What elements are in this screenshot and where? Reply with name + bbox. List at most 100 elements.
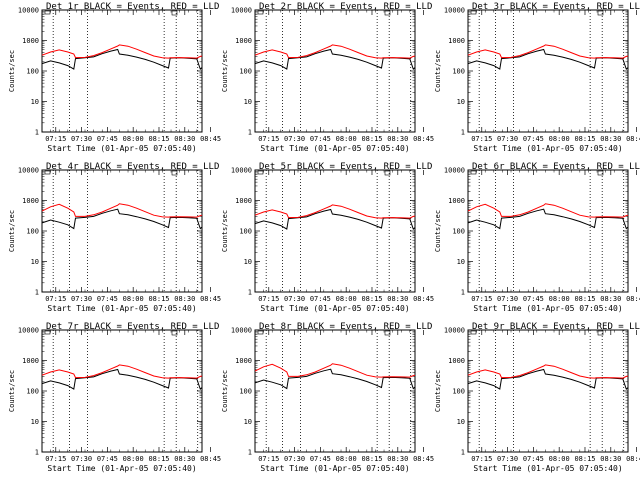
x-tick-label: 08:15	[361, 455, 382, 463]
y-tick-label: 1000	[235, 357, 252, 365]
x-tick-label: 08:00	[336, 455, 357, 463]
detector-panel-2: Det 2r BLACK = Events, RED = LLD 1 10 100 10…	[221, 2, 434, 153]
events-series-line	[254, 48, 416, 70]
x-axis-label: Start Time (01-Apr-05 07:05:40)	[473, 304, 622, 313]
panel-title: Det 6r BLACK = Events, RED = LLD	[472, 162, 640, 172]
title-marker-box	[597, 170, 604, 176]
lld-series-line	[467, 364, 629, 379]
y-tick-label: 10000	[18, 7, 39, 15]
x-tick-label: 08:45	[413, 135, 434, 143]
x-tick-label: 08:45	[413, 295, 434, 303]
x-tick-label: 08:00	[549, 135, 570, 143]
title-marker-box	[384, 10, 391, 16]
y-axis-label: Counts/sec	[221, 210, 229, 252]
y-axis-label: Counts/sec	[221, 50, 229, 92]
y-axis-label: Counts/sec	[434, 210, 442, 252]
x-tick-label: 07:30	[284, 455, 305, 463]
y-tick-label: 1	[248, 449, 252, 457]
x-tick-label: 07:15	[258, 455, 279, 463]
title-marker-box	[171, 170, 178, 176]
x-tick-label: 08:45	[626, 135, 640, 143]
x-axis-label: Start Time (01-Apr-05 07:05:40)	[47, 304, 196, 313]
events-series-line	[254, 368, 416, 390]
y-tick-label: 100	[239, 228, 252, 236]
plot-frame	[41, 329, 203, 453]
y-tick-label: 10000	[231, 327, 252, 335]
y-tick-label: 10	[457, 418, 465, 426]
x-tick-label: 08:45	[626, 295, 640, 303]
x-tick-label: 07:30	[497, 135, 518, 143]
y-tick-label: 1	[35, 449, 39, 457]
y-tick-label: 100	[26, 228, 39, 236]
panel-title: Det 9r BLACK = Events, RED = LLD	[472, 322, 640, 332]
x-tick-label: 07:15	[471, 295, 492, 303]
x-tick-label: 07:30	[497, 295, 518, 303]
x-tick-label: 07:45	[310, 295, 331, 303]
lld-series-line	[254, 204, 416, 219]
x-tick-label: 08:00	[336, 135, 357, 143]
x-tick-label: 07:45	[310, 135, 331, 143]
lld-series-line	[254, 44, 416, 59]
x-tick-label: 08:45	[200, 455, 221, 463]
panel-title: Det 2r BLACK = Events, RED = LLD	[259, 2, 432, 12]
x-tick-label: 07:30	[71, 135, 92, 143]
y-tick-label: 100	[239, 388, 252, 396]
x-tick-label: 07:45	[97, 135, 118, 143]
y-tick-label: 1000	[22, 357, 39, 365]
x-tick-label: 08:00	[549, 295, 570, 303]
detector-panel-3: Det 3r BLACK = Events, RED = LLD 1 10 100 10…	[434, 2, 640, 153]
x-tick-label: 07:15	[45, 455, 66, 463]
x-tick-label: 07:15	[258, 135, 279, 143]
y-tick-label: 10	[244, 418, 252, 426]
x-tick-label: 07:30	[284, 295, 305, 303]
x-tick-label: 08:00	[336, 295, 357, 303]
x-tick-label: 07:15	[45, 135, 66, 143]
plot-frame	[254, 169, 416, 293]
x-tick-label: 07:30	[71, 295, 92, 303]
title-marker-box	[597, 330, 604, 336]
y-tick-label: 1000	[22, 197, 39, 205]
plot-frame	[41, 9, 203, 133]
x-tick-label: 07:30	[497, 455, 518, 463]
events-series-line	[467, 368, 629, 390]
title-marker-box	[44, 330, 51, 335]
x-tick-label: 08:15	[148, 135, 169, 143]
x-tick-label: 08:30	[174, 135, 195, 143]
x-tick-label: 08:15	[574, 295, 595, 303]
x-tick-label: 08:15	[361, 135, 382, 143]
detector-panel-1: Det 1r BLACK = Events, RED = LLD 1 10 100 10…	[8, 2, 221, 153]
panel-title: Det 8r BLACK = Events, RED = LLD	[259, 322, 432, 332]
y-tick-label: 10	[244, 98, 252, 106]
y-tick-label: 100	[239, 68, 252, 76]
x-tick-label: 08:45	[413, 455, 434, 463]
title-marker-box	[470, 170, 477, 175]
x-tick-label: 08:30	[600, 295, 621, 303]
x-tick-label: 08:00	[549, 455, 570, 463]
x-tick-label: 08:15	[148, 295, 169, 303]
events-series-line	[467, 208, 629, 230]
title-marker-box	[171, 330, 178, 336]
x-tick-label: 07:30	[71, 455, 92, 463]
x-tick-label: 08:00	[123, 295, 144, 303]
lld-series-line	[467, 44, 629, 59]
y-tick-label: 10000	[231, 7, 252, 15]
y-tick-label: 10000	[444, 327, 465, 335]
detector-panel-5: Det 5r BLACK = Events, RED = LLD 1 10 100 10…	[221, 162, 434, 313]
x-tick-label: 07:30	[284, 135, 305, 143]
x-axis-label: Start Time (01-Apr-05 07:05:40)	[260, 144, 409, 153]
y-tick-label: 10000	[18, 167, 39, 175]
title-marker-box	[597, 10, 604, 16]
x-tick-label: 08:30	[600, 455, 621, 463]
y-tick-label: 1	[248, 129, 252, 137]
x-tick-label: 07:15	[471, 455, 492, 463]
y-tick-label: 1	[461, 129, 465, 137]
x-tick-label: 07:45	[523, 295, 544, 303]
panel-title: Det 1r BLACK = Events, RED = LLD	[46, 2, 219, 12]
events-series-line	[41, 368, 203, 390]
x-tick-label: 08:30	[600, 135, 621, 143]
x-tick-label: 08:15	[574, 135, 595, 143]
x-tick-label: 08:15	[574, 455, 595, 463]
x-tick-label: 08:30	[387, 295, 408, 303]
y-tick-label: 10	[457, 98, 465, 106]
x-tick-label: 08:30	[174, 295, 195, 303]
